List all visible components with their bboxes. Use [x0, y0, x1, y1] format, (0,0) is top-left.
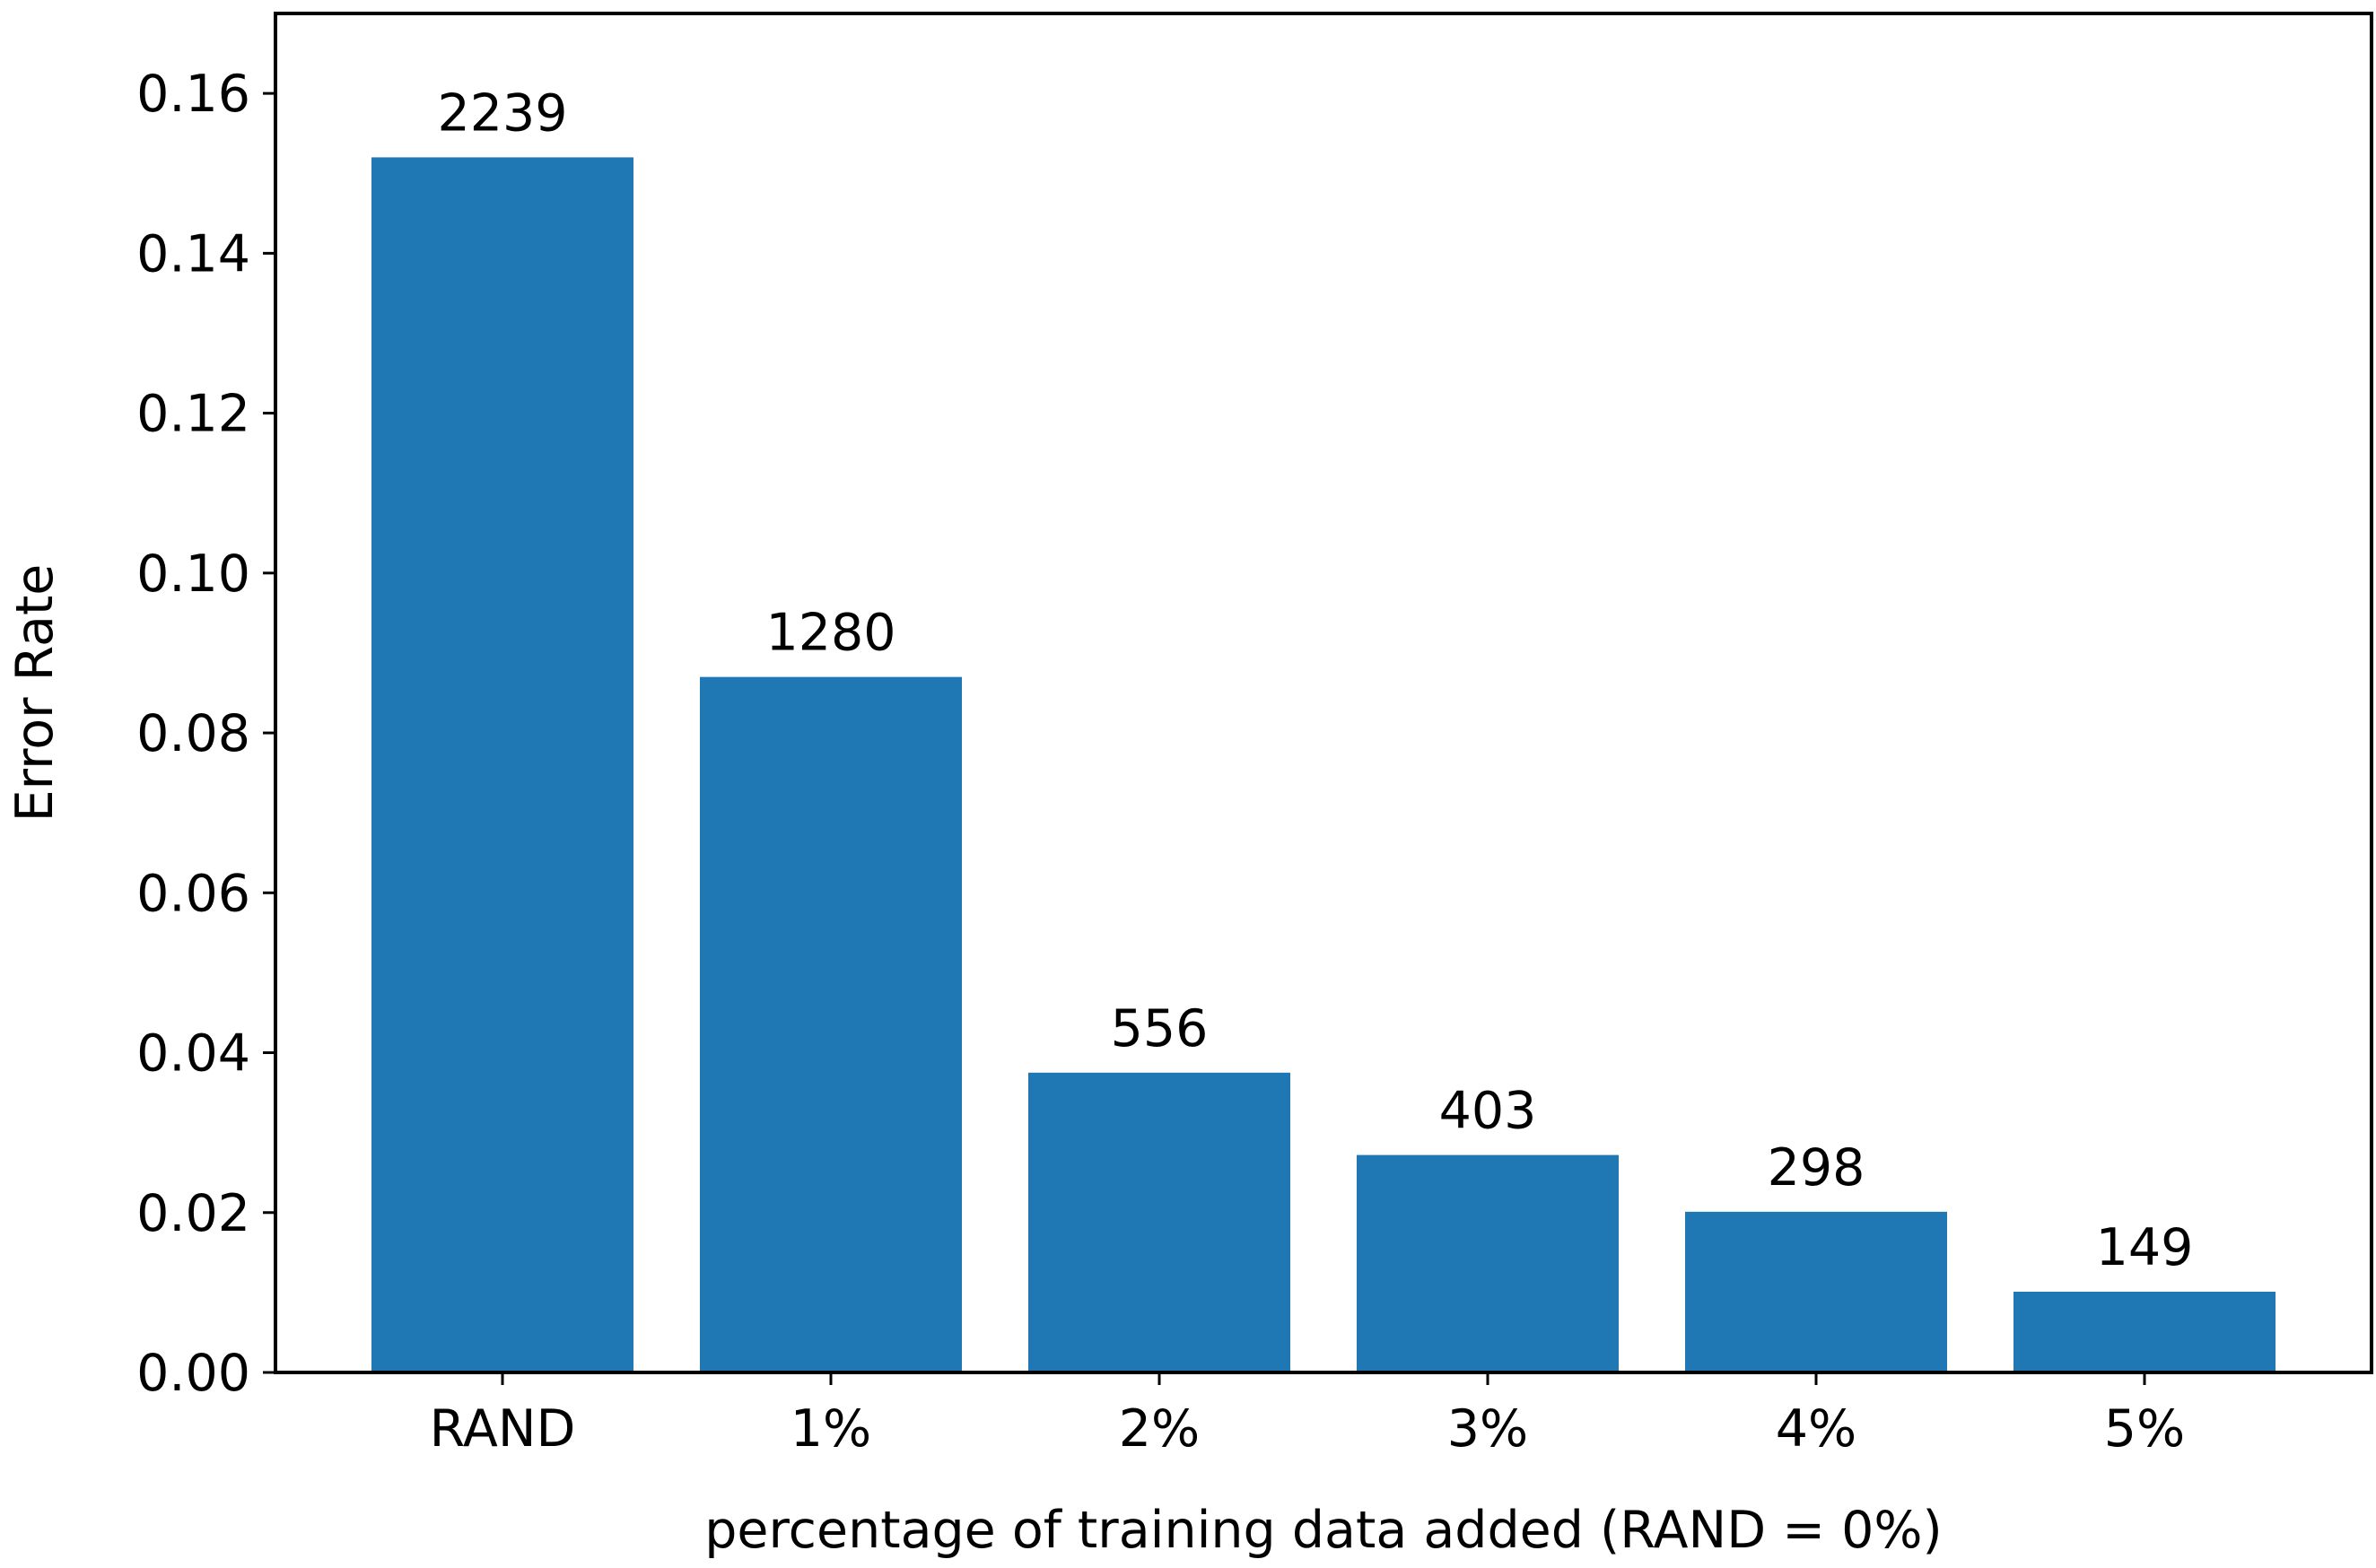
y-tick-label: 0.10: [136, 544, 250, 604]
x-tick-label: 4%: [1776, 1399, 1856, 1459]
bar-value-label: 298: [1768, 1138, 1865, 1198]
bars-group: [371, 157, 2276, 1373]
x-axis-title: percentage of training data added (RAND …: [704, 1501, 1943, 1560]
y-tick-label: 0.04: [136, 1024, 250, 1084]
x-tick-label: 1%: [791, 1399, 871, 1459]
x-tick-label: 5%: [2104, 1399, 2185, 1459]
y-tick-label: 0.16: [136, 65, 250, 124]
y-tick-label: 0.12: [136, 385, 250, 444]
y-tick-label: 0.08: [136, 704, 250, 763]
y-tick-label: 0.06: [136, 864, 250, 923]
bar-labels-group: 2239 1280 556 403 298 149: [437, 83, 2193, 1277]
bar-RAND: [371, 157, 633, 1373]
bar-3%: [1357, 1154, 1619, 1372]
bar-value-label: 403: [1439, 1082, 1537, 1141]
bar-5%: [2013, 1291, 2276, 1372]
y-tick-label: 0.14: [136, 224, 250, 283]
y-tick-label: 0.02: [136, 1184, 250, 1243]
bar-value-label: 1280: [765, 604, 895, 663]
bar-2%: [1028, 1072, 1290, 1372]
y-axis-ticks: 0.00 0.02 0.04 0.06 0.08 0.10 0.12 0.14 0.16: [136, 65, 275, 1403]
y-tick-label: 0.00: [136, 1344, 250, 1403]
bar-4%: [1685, 1211, 1947, 1372]
bar-1%: [700, 676, 962, 1372]
bar-value-label: 149: [2096, 1218, 2194, 1277]
x-tick-label: RAND: [430, 1399, 576, 1459]
bar-value-label: 556: [1111, 999, 1209, 1058]
x-tick-label: 2%: [1119, 1399, 1200, 1459]
x-tick-label: 3%: [1447, 1399, 1528, 1459]
plot-frame: [274, 12, 2373, 1374]
bar-value-label: 2239: [437, 83, 567, 143]
x-axis-ticks: RAND 1% 2% 3% 4% 5%: [430, 1372, 2185, 1459]
y-axis-title: Error Rate: [5, 564, 65, 823]
